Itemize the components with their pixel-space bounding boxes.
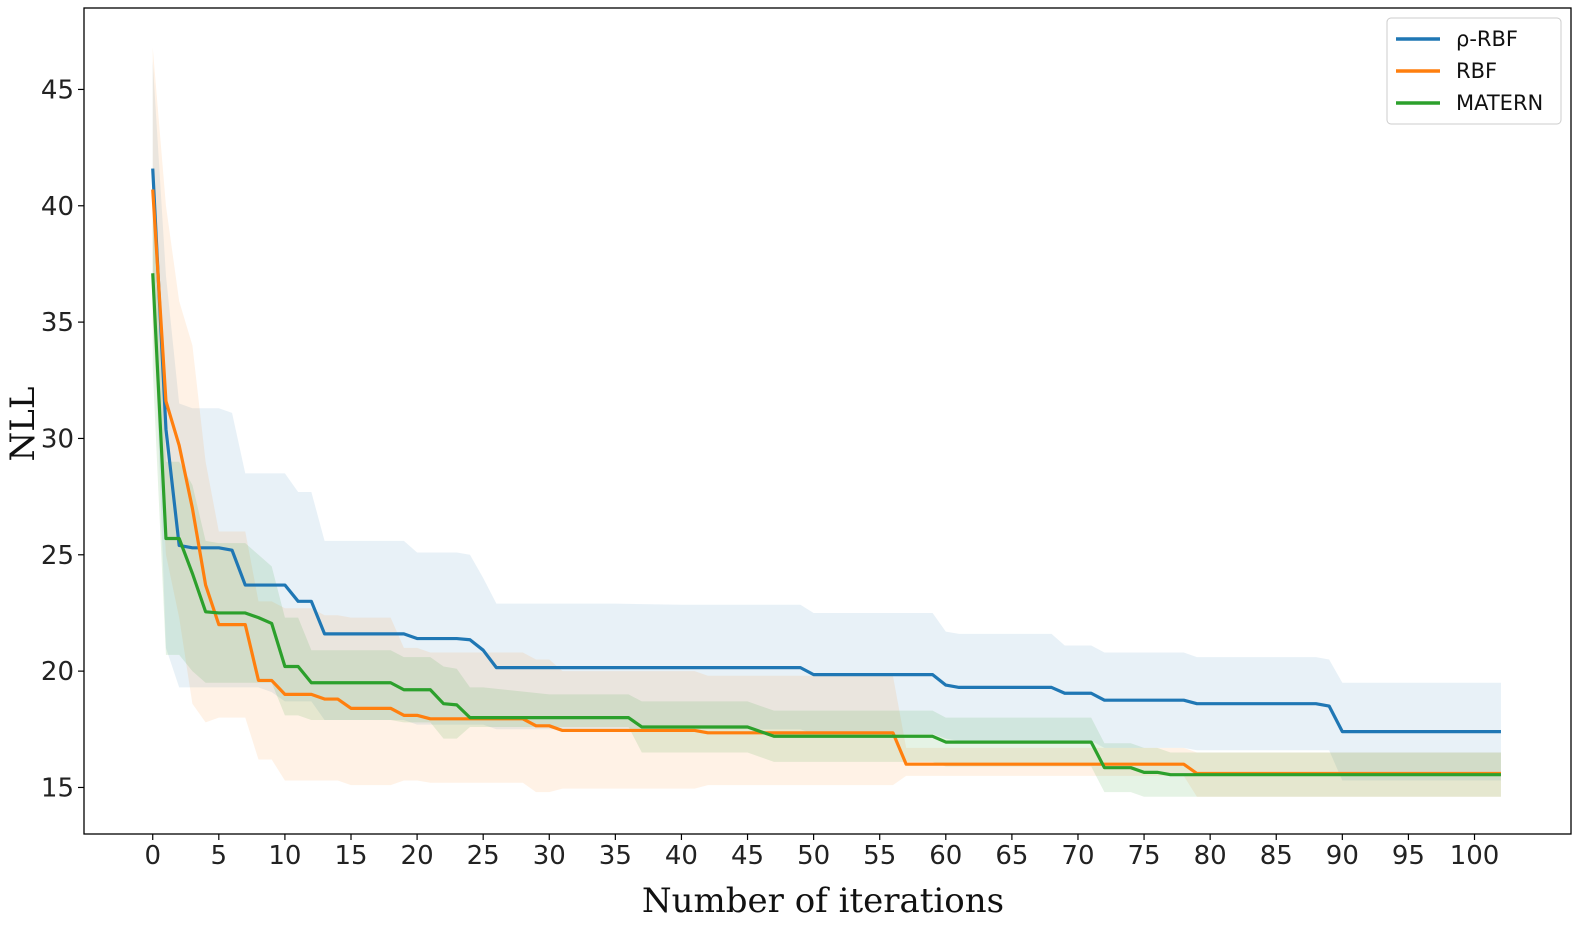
x-tick-label: 10 — [268, 841, 301, 871]
x-tick-label: 50 — [797, 841, 830, 871]
x-tick-label: 100 — [1450, 841, 1500, 871]
x-tick-label: 60 — [929, 841, 962, 871]
x-tick-label: 5 — [211, 841, 228, 871]
x-tick-label: 55 — [863, 841, 896, 871]
y-tick-label: 25 — [41, 541, 74, 571]
x-tick-label: 70 — [1061, 841, 1094, 871]
x-tick-label: 80 — [1194, 841, 1227, 871]
x-tick-label: 90 — [1326, 841, 1359, 871]
legend-label-rho-rbf: ρ-RBF — [1456, 27, 1518, 51]
x-tick-label: 65 — [995, 841, 1028, 871]
legend: ρ-RBF RBF MATERN — [1386, 17, 1562, 125]
x-tick-label: 45 — [731, 841, 764, 871]
y-axis: 15 20 25 30 35 40 45 — [41, 75, 84, 803]
x-tick-label: 95 — [1392, 841, 1425, 871]
x-tick-label: 85 — [1260, 841, 1293, 871]
legend-label-rbf: RBF — [1456, 59, 1497, 83]
x-tick-label: 20 — [401, 841, 434, 871]
series-lines — [151, 168, 1501, 777]
y-axis-label: NLL — [3, 387, 43, 462]
line-rho-rbf — [151, 168, 1501, 734]
x-axis: 0 5 10 15 20 25 30 35 40 45 50 55 60 65 70 75 80 85 90 95 10… — [144, 834, 1499, 871]
x-tick-label: 15 — [334, 841, 367, 871]
line-matern — [151, 273, 1501, 777]
x-tick-label: 40 — [665, 841, 698, 871]
y-tick-label: 30 — [41, 424, 74, 454]
y-tick-label: 20 — [41, 657, 74, 687]
band-rho-rbf — [152, 61, 1501, 781]
plot-frame — [83, 7, 1572, 835]
legend-box — [1386, 17, 1562, 125]
x-tick-label: 30 — [533, 841, 566, 871]
legend-label-matern: MATERN — [1456, 91, 1543, 115]
x-tick-label: 0 — [144, 841, 161, 871]
confidence-bands — [152, 47, 1501, 797]
x-axis-label: Number of iterations — [642, 881, 1004, 921]
y-tick-label: 35 — [41, 308, 74, 338]
y-tick-label: 45 — [41, 75, 74, 105]
x-tick-label: 25 — [467, 841, 500, 871]
y-tick-label: 15 — [41, 773, 74, 803]
band-rbf — [152, 47, 1501, 797]
x-tick-label: 75 — [1128, 841, 1161, 871]
y-tick-label: 40 — [41, 192, 74, 222]
x-tick-label: 35 — [599, 841, 632, 871]
